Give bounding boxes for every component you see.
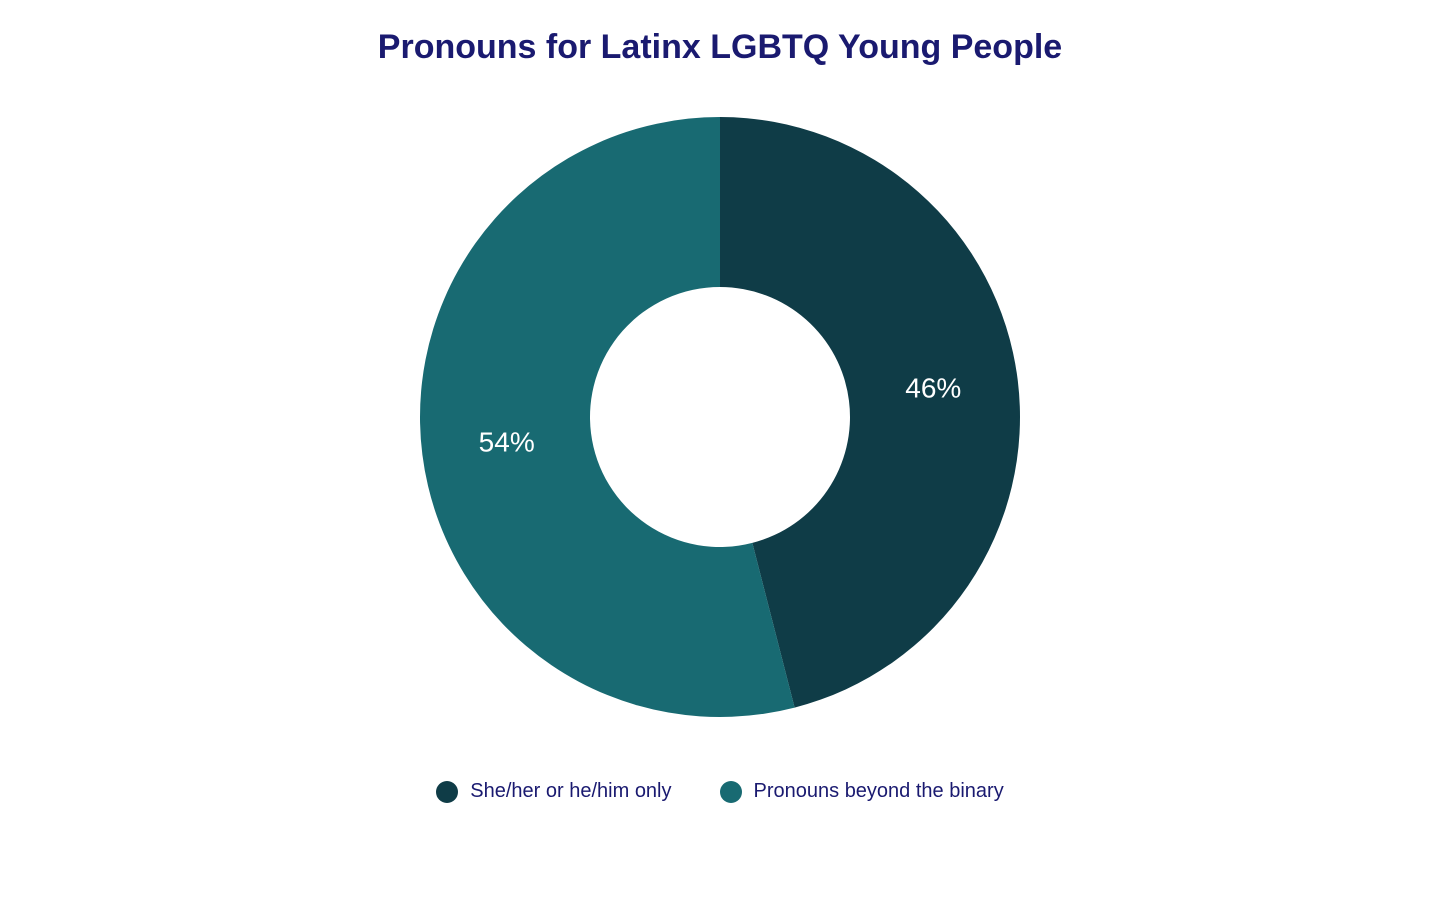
legend-swatch-0 — [436, 781, 458, 803]
legend-swatch-1 — [720, 781, 742, 803]
slice-label-1: 54% — [479, 426, 535, 457]
legend-item-1: Pronouns beyond the binary — [720, 780, 1004, 803]
legend-label-0: She/her or he/him only — [470, 780, 671, 803]
legend-item-0: She/her or he/him only — [436, 780, 671, 803]
slice-label-0: 46% — [905, 372, 961, 403]
legend: She/her or he/him only Pronouns beyond t… — [436, 780, 1003, 803]
chart-container: Pronouns for Latinx LGBTQ Young People 4… — [0, 0, 1440, 900]
legend-label-1: Pronouns beyond the binary — [754, 780, 1004, 803]
donut-svg: 46% 54% — [380, 77, 1060, 757]
donut-chart: 46% 54% — [380, 77, 1060, 762]
chart-title: Pronouns for Latinx LGBTQ Young People — [378, 28, 1062, 67]
